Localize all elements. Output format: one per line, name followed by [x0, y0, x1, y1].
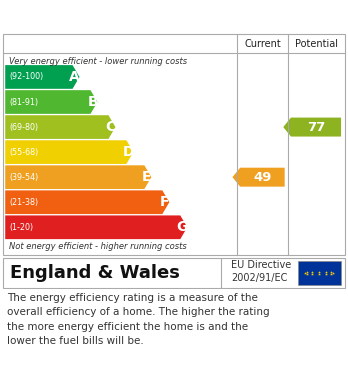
Bar — [298, 261, 341, 285]
Text: England & Wales: England & Wales — [10, 264, 180, 282]
Text: The energy efficiency rating is a measure of the
overall efficiency of a home. T: The energy efficiency rating is a measur… — [7, 293, 269, 346]
Text: Not energy efficient - higher running costs: Not energy efficient - higher running co… — [9, 242, 187, 251]
Text: 49: 49 — [253, 170, 271, 184]
Text: Potential: Potential — [295, 39, 338, 49]
Text: 77: 77 — [307, 120, 325, 134]
Text: B: B — [87, 95, 98, 109]
Text: E: E — [142, 170, 151, 184]
Polygon shape — [5, 190, 169, 214]
Text: (69-80): (69-80) — [9, 122, 39, 131]
Text: G: G — [177, 220, 188, 234]
Polygon shape — [5, 90, 97, 114]
Polygon shape — [5, 115, 116, 139]
Text: (39-54): (39-54) — [9, 173, 39, 182]
Polygon shape — [5, 215, 187, 239]
Text: (21-38): (21-38) — [9, 198, 39, 207]
Polygon shape — [283, 118, 341, 136]
Text: (81-91): (81-91) — [9, 97, 39, 106]
Text: (55-68): (55-68) — [9, 148, 39, 157]
Polygon shape — [5, 165, 151, 189]
Text: A: A — [69, 70, 80, 84]
Text: Energy Efficiency Rating: Energy Efficiency Rating — [9, 9, 230, 23]
Text: F: F — [160, 195, 169, 209]
Polygon shape — [232, 168, 285, 187]
Text: Very energy efficient - lower running costs: Very energy efficient - lower running co… — [9, 57, 187, 66]
Text: C: C — [105, 120, 116, 134]
Text: (92-100): (92-100) — [9, 72, 44, 81]
Polygon shape — [5, 140, 133, 164]
Text: Current: Current — [244, 39, 281, 49]
Text: D: D — [123, 145, 134, 159]
Text: EU Directive
2002/91/EC: EU Directive 2002/91/EC — [231, 260, 292, 283]
Text: (1-20): (1-20) — [9, 223, 33, 232]
Polygon shape — [5, 65, 79, 89]
